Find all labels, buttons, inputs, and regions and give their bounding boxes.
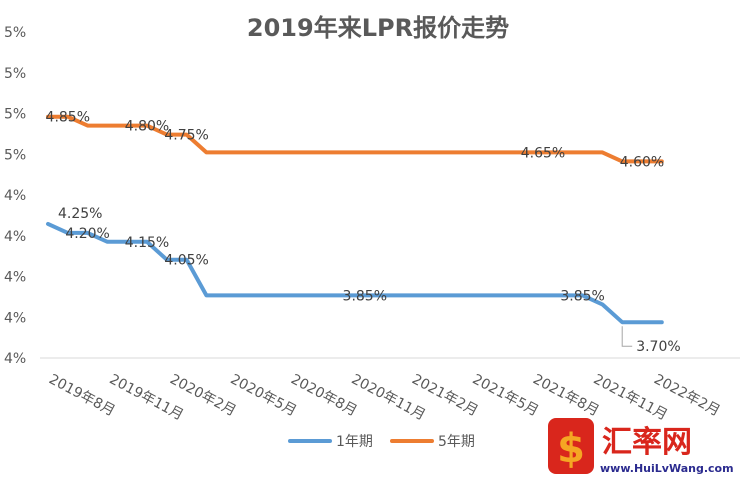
data-label-leader (621, 326, 633, 347)
data-label-1y: 4.20% (65, 226, 109, 242)
legend[interactable]: 1年期 5年期 (288, 434, 475, 450)
watermark-logo: $ 汇率网 www.HuiLvWang.com (548, 418, 734, 475)
y-tick-label: 5% (4, 25, 26, 41)
x-tick-label: 2020年5月 (228, 371, 300, 419)
x-tick-label: 2019年8月 (46, 371, 118, 419)
legend-label-1y: 1年期 (336, 434, 373, 450)
y-tick-label: 4% (4, 310, 26, 326)
data-label-5y: 4.85% (46, 110, 90, 126)
data-label-5y: 4.80% (125, 119, 169, 135)
logo-badge (548, 418, 594, 474)
legend-label-5y: 5年期 (438, 434, 475, 450)
y-tick-label: 5% (4, 66, 26, 82)
y-axis-ticks: 4% 4% 4% 4% 4% 5% 5% 5% 5% (4, 25, 26, 367)
data-label-5y: 4.75% (164, 128, 208, 144)
x-tick-label: 2020年8月 (288, 371, 360, 419)
y-tick-label: 4% (4, 351, 26, 367)
data-label-1y: 4.25% (58, 206, 102, 222)
y-tick-label: 5% (4, 147, 26, 163)
series-line-1y (46, 221, 664, 325)
series-layer (46, 114, 664, 325)
data-label-1y: 4.15% (125, 235, 169, 251)
data-label-1y: 4.05% (164, 253, 208, 269)
y-tick-label: 4% (4, 270, 26, 286)
series-line-5y (46, 114, 664, 164)
logo-dollar-icon: $ (557, 426, 585, 472)
data-label-1y: 3.85% (560, 288, 604, 304)
data-label-1y: 3.85% (343, 288, 387, 304)
data-label-5y: 4.60% (620, 154, 664, 170)
x-tick-label: 2021年5月 (470, 371, 542, 419)
x-tick-label: 2021年8月 (530, 371, 602, 419)
y-tick-label: 4% (4, 229, 26, 245)
data-labels-layer: 4.25% 4.20% 4.15% 4.05% 3.85% 3.85% 3.70% 4.85%… (46, 110, 681, 356)
y-tick-label: 5% (4, 107, 26, 123)
data-label-5y: 4.65% (521, 145, 565, 161)
watermark-url: www.HuiLvWang.com (600, 462, 734, 475)
x-axis-ticks: 2019年8月2019年11月2020年2月2020年5月2020年8月2020… (46, 371, 723, 423)
chart-title: 2019年来LPR报价走势 (247, 14, 509, 42)
y-tick-label: 4% (4, 188, 26, 204)
watermark-name: 汇率网 (602, 425, 692, 460)
data-label-1y: 3.70% (636, 339, 680, 355)
